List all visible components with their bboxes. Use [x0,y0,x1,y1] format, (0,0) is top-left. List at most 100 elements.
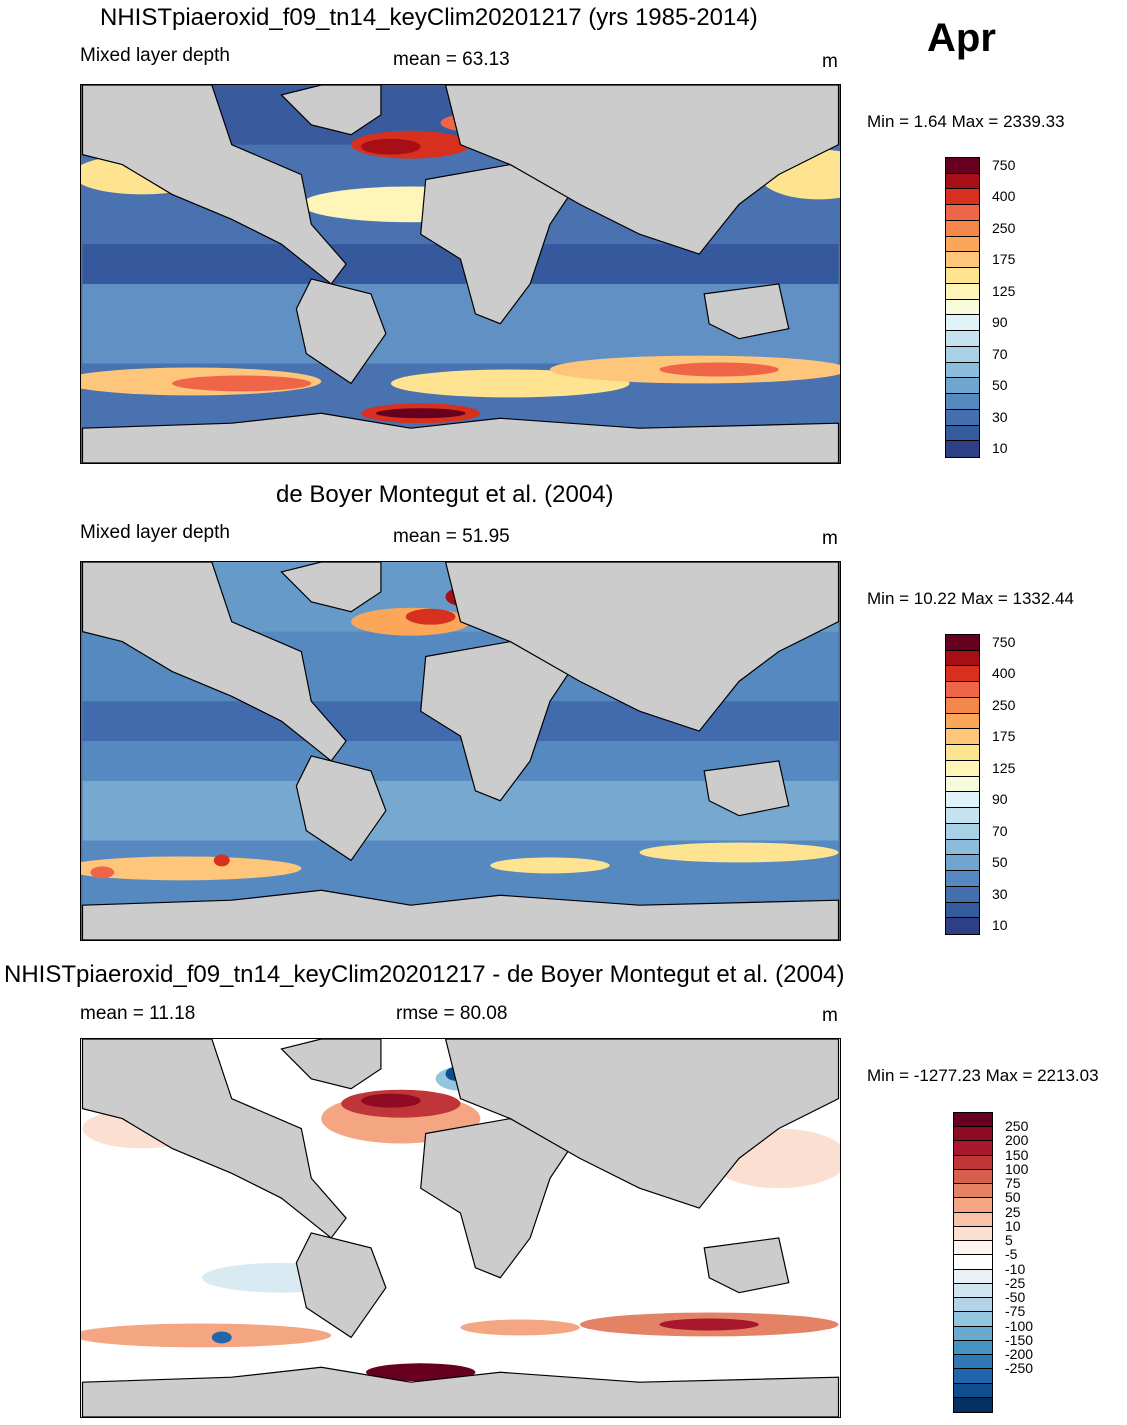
colorbar-swatch [946,697,979,714]
colorbar-tick-label: 250 [992,696,1016,713]
colorbar-tick-label: 100 [1005,1160,1029,1177]
panel-3-colorbar [953,1112,993,1413]
colorbar-swatch [954,1255,992,1270]
colorbar-swatch [946,173,979,190]
colorbar-tick-label: 175 [992,251,1016,268]
colorbar-tick-label: -10 [1005,1260,1026,1277]
colorbar-tick-label: 50 [992,377,1008,394]
colorbar-swatch [954,1226,992,1242]
colorbar-swatch [946,760,979,777]
colorbar-tick-label: 75 [1005,1175,1021,1192]
colorbar-tick-label: 125 [992,759,1016,776]
colorbar-swatch [946,236,979,253]
colorbar-tick-label: 10 [1005,1217,1021,1234]
panel-2-variable-label: Mixed layer depth [80,522,230,543]
colorbar-swatch [946,666,979,683]
colorbar-swatch [954,1169,992,1185]
panel-2-units: m [822,528,838,549]
panel-2-mean-label: mean = 51.95 [393,526,510,547]
colorbar-swatch [954,1369,992,1384]
colorbar-swatch [946,792,979,809]
panel-2-title: de Boyer Montegut et al. (2004) [276,481,614,508]
colorbar-swatch [946,713,979,730]
colorbar-tick-label: -100 [1005,1317,1034,1334]
colorbar-tick-label: 750 [992,156,1016,173]
colorbar-swatch [954,1212,992,1227]
colorbar-swatch [954,1241,992,1256]
colorbar-swatch [954,1198,992,1213]
colorbar-tick-label: 250 [992,219,1016,236]
colorbar-tick-label: 30 [992,885,1008,902]
panel-3-title: NHISTpiaeroxid_f09_tn14_keyClim20201217 … [4,961,845,988]
colorbar-tick-label: 30 [992,408,1008,425]
panel-1-map-graphic [81,85,840,463]
panel-2-map [80,561,841,941]
colorbar-swatch [954,1340,992,1356]
colorbar-swatch [946,682,979,698]
colorbar-tick-label: 150 [1005,1146,1029,1163]
colorbar-tick-label: -250 [1005,1360,1034,1377]
colorbar-swatch [954,1383,992,1398]
colorbar-tick-label: -5 [1005,1246,1018,1263]
panel-1-title: NHISTpiaeroxid_f09_tn14_keyClim20201217 … [100,4,758,31]
colorbar-tick-label: 400 [992,188,1016,205]
colorbar-swatch [954,1141,992,1156]
colorbar-swatch [946,729,979,746]
colorbar-tick-label: 90 [992,314,1008,331]
colorbar-swatch [946,299,979,316]
colorbar-swatch [954,1127,992,1142]
colorbar-swatch [946,283,979,300]
colorbar-swatch [946,425,979,442]
colorbar-swatch [946,315,979,332]
panel-1-variable-label: Mixed layer depth [80,45,230,66]
colorbar-swatch [946,823,979,840]
colorbar-tick-label: 90 [992,791,1008,808]
colorbar-swatch [946,346,979,363]
month-label: Apr [927,16,996,60]
colorbar-tick-label: 125 [992,282,1016,299]
colorbar-swatch [946,409,979,426]
panel-3-minmax: Min = -1277.23 Max = 2213.03 [867,1066,1099,1085]
colorbar-tick-label: -200 [1005,1346,1034,1363]
colorbar-tick-label: -150 [1005,1331,1034,1348]
colorbar-swatch [946,331,979,347]
colorbar-swatch [946,220,979,237]
colorbar-tick-label: 250 [1005,1118,1029,1135]
colorbar-tick-label: -25 [1005,1274,1026,1291]
panel-3-map-graphic [81,1039,840,1417]
panel-1-map [80,84,841,464]
colorbar-tick-label: 50 [992,854,1008,871]
colorbar-tick-label: 750 [992,633,1016,650]
colorbar-swatch [946,808,979,824]
colorbar-swatch [946,394,979,410]
colorbar-swatch [946,205,979,221]
colorbar-swatch [946,441,979,457]
colorbar-swatch [946,378,979,395]
colorbar-tick-label: 400 [992,665,1016,682]
panel-3-units: m [822,1005,838,1026]
colorbar-swatch [954,1269,992,1284]
panel-1-units: m [822,51,838,72]
colorbar-swatch [946,650,979,667]
colorbar-swatch [954,1298,992,1313]
colorbar-swatch [946,902,979,919]
colorbar-tick-label: 10 [992,440,1008,457]
colorbar-swatch [954,1184,992,1199]
colorbar-swatch [946,189,979,206]
panel-3-mean-label: mean = 11.18 [80,1003,196,1024]
colorbar-swatch [946,855,979,872]
colorbar-swatch [946,839,979,856]
colorbar-swatch [954,1397,992,1412]
colorbar-swatch [954,1326,992,1341]
colorbar-swatch [954,1155,992,1170]
colorbar-tick-label: 70 [992,822,1008,839]
colorbar-swatch [954,1283,992,1299]
panel-3-map [80,1038,841,1418]
colorbar-swatch [946,745,979,761]
colorbar-swatch [946,776,979,793]
colorbar-swatch [946,886,979,903]
panel-1-minmax: Min = 1.64 Max = 2339.33 [867,112,1065,131]
panel-2-map-graphic [81,562,840,940]
colorbar-tick-label: 200 [1005,1132,1029,1149]
colorbar-tick-label: -50 [1005,1289,1026,1306]
